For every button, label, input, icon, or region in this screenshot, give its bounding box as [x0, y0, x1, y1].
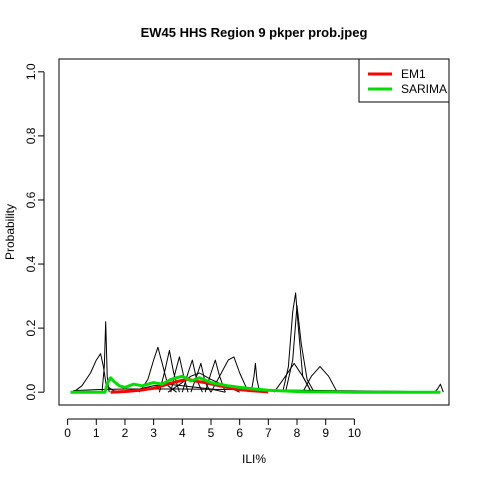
legend-label-sarima: SARIMA — [401, 82, 447, 96]
x-tick-label: 0 — [64, 426, 71, 440]
x-axis-title: ILI% — [242, 452, 266, 466]
legend-label-em1: EM1 — [401, 67, 426, 81]
series-sarima-line — [70, 374, 441, 394]
y-tick-label: 0.0 — [24, 384, 38, 401]
y-tick-label: 0.8 — [24, 127, 38, 144]
series-layer — [70, 292, 444, 394]
y-tick-label: 0.6 — [24, 191, 38, 208]
plot-frame — [58, 58, 450, 406]
model-curve-18 — [434, 383, 444, 393]
x-tick-label: 3 — [150, 426, 157, 440]
model-curve-16 — [273, 362, 312, 393]
x-tick-label: 2 — [122, 426, 129, 440]
x-tick-label: 5 — [208, 426, 215, 440]
model-curve-4 — [138, 346, 177, 393]
model-curve-10 — [210, 356, 249, 393]
legend-box — [358, 58, 450, 103]
model-curve-9 — [204, 359, 226, 393]
x-tick-label: 1 — [93, 426, 100, 440]
y-axis: 0.0 0.2 0.4 0.6 0.8 1.0 — [24, 63, 45, 401]
y-tick-label: 1.0 — [24, 63, 38, 80]
model-curve-11 — [250, 362, 261, 393]
x-tick-label: 6 — [236, 426, 243, 440]
x-tick-label: 10 — [348, 426, 362, 440]
x-tick-label: 8 — [294, 426, 301, 440]
y-tick-label: 0.4 — [24, 255, 38, 272]
model-curve-17 — [302, 366, 338, 393]
x-tick-label: 4 — [179, 426, 186, 440]
y-axis-title: Probability — [3, 204, 17, 260]
x-tick-label: 9 — [322, 426, 329, 440]
x-axis: 0 1 2 3 4 5 6 7 8 9 10 — [64, 418, 362, 440]
chart-title: EW45 HHS Region 9 pkper prob.jpeg — [141, 25, 368, 40]
y-tick-label: 0.2 — [24, 319, 38, 336]
x-tick-label: 7 — [265, 426, 272, 440]
